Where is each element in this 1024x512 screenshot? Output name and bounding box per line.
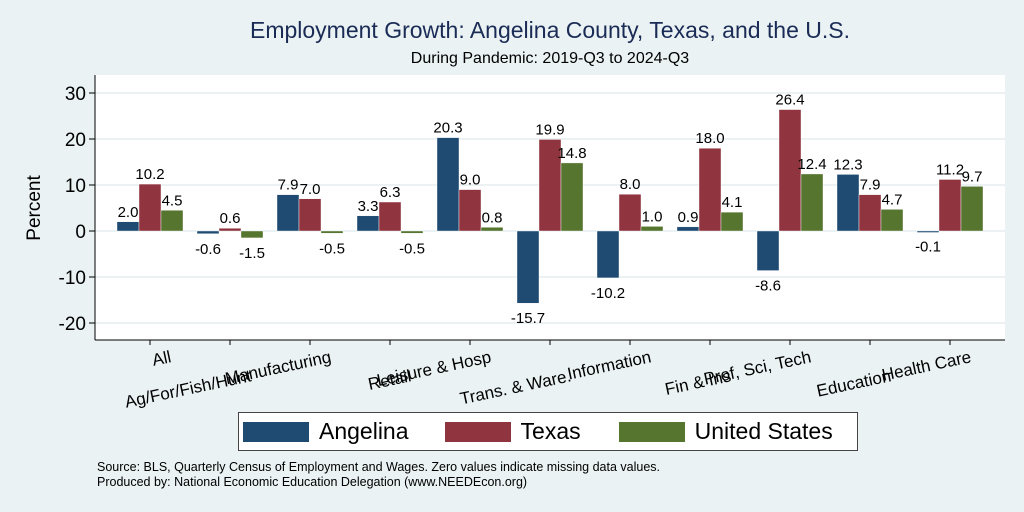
produced-by-note: Produced by: National Economic Education… — [97, 475, 528, 489]
bar-united-states — [880, 209, 904, 232]
bar-united-states — [800, 173, 824, 232]
data-label: 26.4 — [775, 92, 804, 109]
bar-texas — [858, 194, 882, 232]
chart-subtitle: During Pandemic: 2019-Q3 to 2024-Q3 — [410, 50, 690, 67]
data-label: 7.0 — [300, 181, 321, 198]
bar-united-states — [640, 226, 664, 232]
bar-texas — [618, 193, 642, 232]
data-label: 12.4 — [797, 156, 826, 173]
bar-texas — [298, 198, 322, 232]
data-label: 9.7 — [962, 168, 983, 185]
data-label: 6.3 — [380, 184, 401, 201]
data-label: 3.3 — [358, 198, 379, 215]
bar-chart: 2.0 -0.6 7.9 3.3 20.3 -15.7 -10.2 0.9 -8.6 12.3 -0… — [24, 75, 1005, 410]
x-tick-label: Health Care — [880, 347, 973, 384]
bar-angelina — [516, 230, 540, 304]
bar-united-states — [960, 186, 984, 232]
bar-united-states — [560, 162, 584, 232]
data-label: 9.0 — [460, 172, 481, 189]
bar-united-states — [320, 230, 344, 234]
chart-title: Employment Growth: Angelina County, Texa… — [249, 17, 851, 43]
legend-label: Angelina — [319, 418, 409, 444]
y-tick-label: 20 — [65, 130, 86, 151]
data-label: 7.9 — [278, 177, 299, 194]
bar-angelina — [356, 215, 380, 232]
data-label: 12.3 — [833, 156, 862, 173]
data-label: -15.7 — [511, 310, 545, 327]
legend-label: United States — [694, 418, 833, 444]
data-label: 14.8 — [557, 145, 586, 162]
bar-texas — [138, 183, 162, 232]
bar-angelina — [196, 230, 220, 234]
bar-united-states — [480, 227, 504, 232]
bar-angelina — [116, 221, 140, 232]
bar-united-states — [400, 230, 424, 234]
data-label: 4.7 — [882, 191, 903, 208]
data-label: 4.5 — [162, 192, 183, 209]
data-label: 0.6 — [220, 210, 241, 227]
bar-united-states — [240, 230, 264, 239]
data-label: -10.2 — [591, 285, 625, 302]
x-tick-label: Leisure & Hosp — [375, 347, 493, 390]
data-label: 0.8 — [482, 209, 503, 226]
bar-angelina — [436, 137, 460, 232]
legend-label: Texas — [520, 418, 581, 444]
legend-item-united-states: United States — [618, 418, 833, 445]
data-label: -0.5 — [399, 240, 425, 257]
x-tick-label: Information — [566, 347, 653, 383]
data-label: 8.0 — [620, 176, 641, 193]
data-label: 1.0 — [642, 208, 663, 225]
bar-angelina — [756, 230, 780, 271]
bar-angelina — [596, 230, 620, 279]
bar-angelina — [916, 230, 940, 233]
data-label: 4.1 — [722, 194, 743, 211]
source-note: Source: BLS, Quarterly Census of Employm… — [97, 460, 661, 474]
legend-swatch-texas — [444, 421, 511, 442]
data-label: -0.5 — [319, 240, 345, 257]
y-tick-label: -20 — [59, 314, 86, 335]
bar-angelina — [836, 174, 860, 232]
bar-texas — [698, 147, 722, 232]
bar-texas — [218, 228, 242, 232]
data-label: 20.3 — [433, 120, 462, 137]
legend-swatch-angelina — [243, 421, 309, 442]
y-tick-label: 10 — [65, 176, 86, 197]
data-label: -0.1 — [915, 238, 941, 255]
data-label: 2.0 — [118, 204, 139, 221]
bar-united-states — [160, 210, 184, 232]
bar-united-states — [720, 211, 744, 232]
data-label: 18.0 — [695, 130, 724, 147]
data-label: 11.2 — [936, 161, 964, 178]
data-label: -0.6 — [195, 241, 221, 258]
x-tick-label: All — [150, 347, 172, 370]
data-label: 19.9 — [535, 121, 564, 138]
bar-angelina — [676, 226, 700, 232]
bar-texas — [378, 201, 402, 232]
legend-item-angelina: Angelina — [243, 418, 409, 445]
y-tick-label: 30 — [65, 84, 86, 105]
x-tick-label: Manufacturing — [224, 347, 333, 388]
x-tick-label: Prof, Sci, Tech — [702, 347, 813, 388]
bar-texas — [938, 179, 962, 232]
y-tick-label: 0 — [75, 222, 86, 243]
x-tick-label: Trans. & Ware. — [458, 366, 573, 408]
bar-angelina — [276, 194, 300, 232]
legend-swatch-united-states — [618, 421, 685, 442]
y-tick-label: -10 — [59, 268, 86, 289]
y-axis-label: Percent — [24, 175, 45, 241]
data-label: -1.5 — [239, 245, 265, 262]
legend-item-texas: Texas — [444, 418, 581, 445]
legend: Angelina Texas United States — [238, 412, 858, 451]
data-label: -8.6 — [755, 278, 781, 295]
data-label: 7.9 — [860, 177, 881, 194]
bar-texas — [458, 189, 482, 232]
data-label: 10.2 — [135, 166, 164, 183]
data-label: 0.9 — [678, 209, 699, 226]
bar-texas — [778, 109, 802, 232]
